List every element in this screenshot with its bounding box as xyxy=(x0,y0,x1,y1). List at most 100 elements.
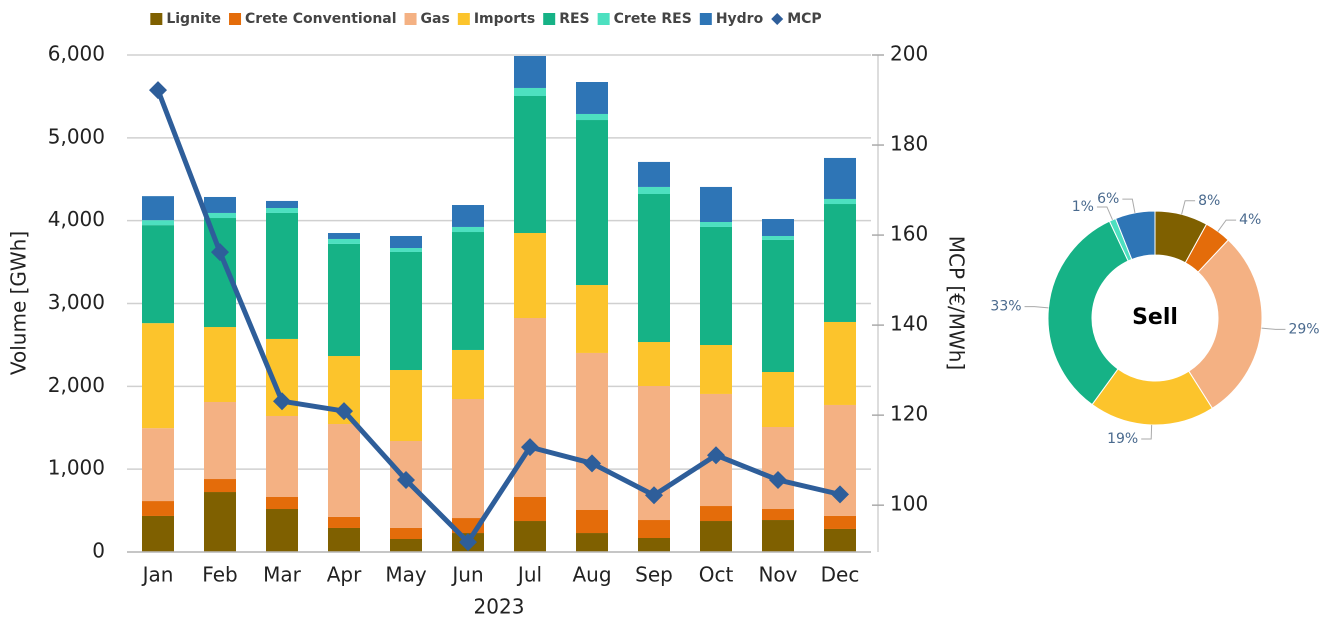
y-tick-label: 1,000 xyxy=(48,456,105,480)
bar-segment xyxy=(762,372,794,428)
bar-segment xyxy=(328,243,360,357)
line-marker xyxy=(707,446,725,465)
bar-segment xyxy=(328,233,360,239)
legend-label: Crete RES xyxy=(614,11,692,27)
y2-tick-label: 180 xyxy=(890,132,928,156)
legend-marker xyxy=(150,13,163,25)
bar-segment xyxy=(204,212,236,219)
legend-marker xyxy=(699,13,712,25)
bar-segment xyxy=(576,82,608,114)
line-marker xyxy=(211,243,229,262)
legend-label: Lignite xyxy=(166,11,221,27)
bar-segment xyxy=(638,193,670,343)
x-tick-label: Jul xyxy=(516,563,542,587)
bar-segment xyxy=(638,342,670,387)
legend-marker xyxy=(771,13,784,25)
bar-segment xyxy=(700,221,732,227)
bar-segment xyxy=(576,113,608,121)
bar-segment xyxy=(824,515,856,529)
bar-segment xyxy=(452,232,484,350)
leader-line xyxy=(1122,198,1136,213)
bar-segment xyxy=(824,157,856,199)
x-tick-label: Sep xyxy=(635,563,673,587)
line-marker xyxy=(769,470,787,489)
line-marker xyxy=(335,402,353,421)
bar-segment xyxy=(390,235,422,249)
bar-segment xyxy=(762,509,794,521)
bar-segment xyxy=(266,200,298,208)
bar-segment xyxy=(142,225,174,324)
bar-segment xyxy=(824,198,856,205)
donut-slice xyxy=(1188,239,1263,410)
bar-segment xyxy=(204,327,236,402)
bar-segment xyxy=(204,196,236,213)
bar-segment xyxy=(266,509,298,552)
bar-segment xyxy=(514,521,546,552)
bar-segment xyxy=(204,401,236,480)
x-tick-label: Mar xyxy=(263,563,302,587)
y-tick-label: 4,000 xyxy=(48,207,105,231)
bar-segment xyxy=(390,527,422,539)
legend-marker xyxy=(597,13,610,25)
donut-slice xyxy=(1114,210,1156,261)
bar-segment xyxy=(204,479,236,493)
y-tick-label: 3,000 xyxy=(48,290,105,314)
x-tick-label: Jun xyxy=(450,563,483,587)
bar-segment xyxy=(824,204,856,322)
bar-segment xyxy=(576,285,608,353)
legend-label: Crete Conventional xyxy=(245,11,397,27)
donut-label: 29% xyxy=(1288,321,1319,337)
line-marker xyxy=(273,392,291,411)
line xyxy=(155,89,841,545)
line-marker xyxy=(831,485,849,504)
donut-label: 33% xyxy=(990,299,1021,315)
legend-label: Imports xyxy=(474,11,535,27)
bar-segment xyxy=(514,317,546,497)
bar-segment xyxy=(390,251,422,371)
legend-label: RES xyxy=(559,11,589,27)
bar-segment xyxy=(576,510,608,534)
donut-label: 19% xyxy=(1107,431,1138,447)
bar-segment xyxy=(266,496,298,510)
y2-axis-title: MCP [€/MWh] xyxy=(945,236,969,370)
bar-segment xyxy=(328,424,360,517)
bar-segment xyxy=(266,415,298,497)
y-tick-label: 6,000 xyxy=(48,42,105,66)
bar-segment xyxy=(142,428,174,502)
legend-marker xyxy=(543,13,556,25)
bar-segment xyxy=(452,205,484,227)
x-tick-label: Jan xyxy=(141,563,174,587)
bar-segment xyxy=(762,427,794,510)
bar-segment xyxy=(452,349,484,400)
line-marker xyxy=(149,81,167,100)
bar-segment xyxy=(638,186,670,194)
y2-tick-label: 140 xyxy=(890,312,928,336)
bar-segment xyxy=(638,520,670,539)
bar-segment xyxy=(390,248,422,252)
donut-label: 4% xyxy=(1239,212,1261,228)
bar-segment xyxy=(700,344,732,394)
y2-tick-label: 120 xyxy=(890,402,928,426)
bar-segment xyxy=(204,218,236,328)
bar-segment xyxy=(142,323,174,429)
donut-title: Sell xyxy=(1132,305,1178,330)
line-marker xyxy=(521,438,539,457)
line-marker xyxy=(397,470,415,489)
bar-segment xyxy=(762,239,794,373)
leader-line xyxy=(1024,306,1049,309)
bar-segment xyxy=(762,235,794,240)
bar-segment xyxy=(390,370,422,442)
x-tick-label: Feb xyxy=(202,563,237,587)
bar-segment xyxy=(328,527,360,552)
line-marker xyxy=(583,454,601,473)
bar-segment xyxy=(576,533,608,552)
legend-marker xyxy=(404,13,417,25)
bar-segment xyxy=(142,220,174,226)
bar-segment xyxy=(700,506,732,522)
leader-line xyxy=(1181,200,1196,215)
bar-segment xyxy=(700,226,732,345)
donut-label: 1% xyxy=(1072,199,1094,215)
bar-segment xyxy=(700,186,732,222)
